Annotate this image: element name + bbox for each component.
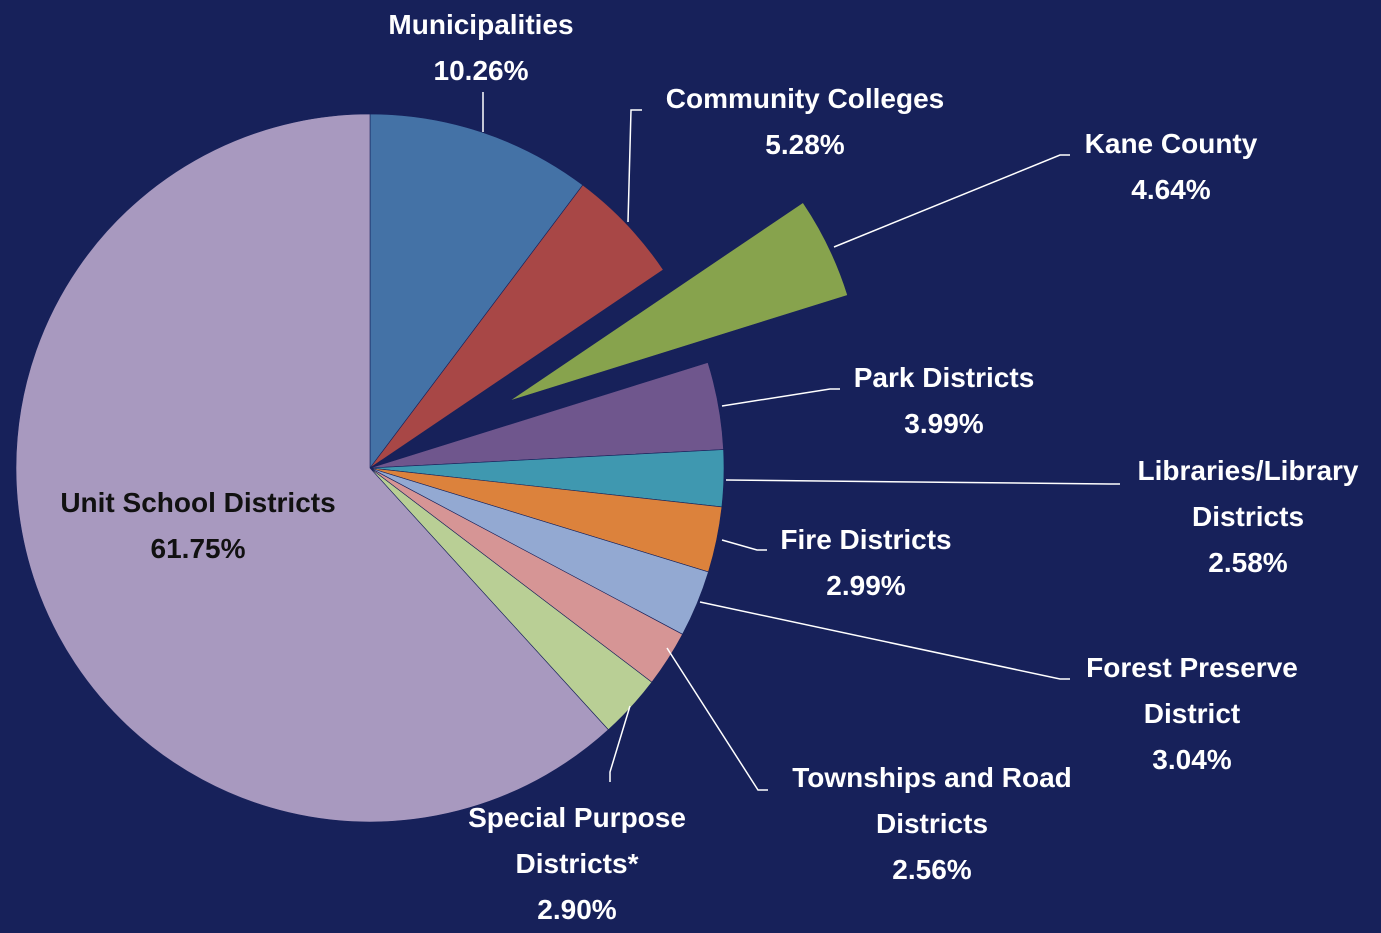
slice-label-text: Districts [875,808,989,839]
slice-label-community-colleges: Community Colleges 5.28% [666,76,944,168]
leader-line-special-purpose-districts [609,705,631,782]
slice-label-text: Kane County [1084,128,1258,159]
slice-kane-county [509,202,848,402]
leader-line-fire-districts [721,539,767,551]
slice-label-text: Park Districts [853,362,1035,393]
slice-unit-school-districts [15,113,609,823]
slice-label-text: Forest Preserve [1086,652,1298,683]
slice-label-townships-and-road-districts: Townships and Road Districts 2.56% [792,755,1071,893]
slice-value-label: 2.99% [826,570,906,601]
slice-value-label: 61.75% [150,533,246,564]
slice-label-text: Townships and Road [792,762,1072,793]
leader-line-libraries-library-districts [725,479,1120,485]
slice-label-municipalities: Municipalities 10.26% [388,2,573,94]
slice-value-label: 2.56% [892,854,972,885]
pie-slices [15,113,848,823]
slice-label-libraries-library-districts: Libraries/Library Districts 2.58% [1138,448,1359,586]
slice-value-label: 10.26% [433,55,529,86]
slice-value-label: 4.64% [1131,174,1211,205]
slice-value-label: 2.58% [1208,547,1288,578]
slice-label-park-districts: Park Districts 3.99% [854,355,1035,447]
slice-label-text: Fire Districts [780,524,952,555]
slice-label-text: Unit School Districts [60,487,336,518]
leader-lines [482,92,1120,791]
slice-label-kane-county: Kane County 4.64% [1085,121,1258,213]
slice-label-unit-school-districts: Unit School Districts 61.75% [60,480,335,572]
slice-community-colleges [369,184,664,469]
slice-label-special-purpose-districts: Special Purpose Districts* 2.90% [468,795,686,933]
leader-line-forest-preserve-district [699,601,1070,680]
slice-value-label: 5.28% [765,129,845,160]
slice-municipalities [369,113,584,469]
slice-value-label: 2.90% [537,894,617,925]
slice-value-label: 3.04% [1152,744,1232,775]
leader-line-park-districts [721,388,840,407]
slice-label-text: Districts [1191,501,1305,532]
slice-label-text: Municipalities [388,9,574,40]
slice-label-text: District [1143,698,1241,729]
slice-label-text: Libraries/Library [1137,455,1359,486]
leader-line-kane-county [833,154,1070,248]
slice-label-fire-districts: Fire Districts 2.99% [780,517,951,609]
slice-label-text: Community Colleges [665,83,945,114]
slice-label-forest-preserve-district: Forest Preserve District 3.04% [1086,645,1298,783]
slice-label-text: Districts* [515,848,639,879]
leader-line-townships-and-road-districts [666,647,768,791]
slice-label-text: Special Purpose [468,802,686,833]
leader-line-community-colleges [627,109,642,223]
slice-value-label: 3.99% [904,408,984,439]
